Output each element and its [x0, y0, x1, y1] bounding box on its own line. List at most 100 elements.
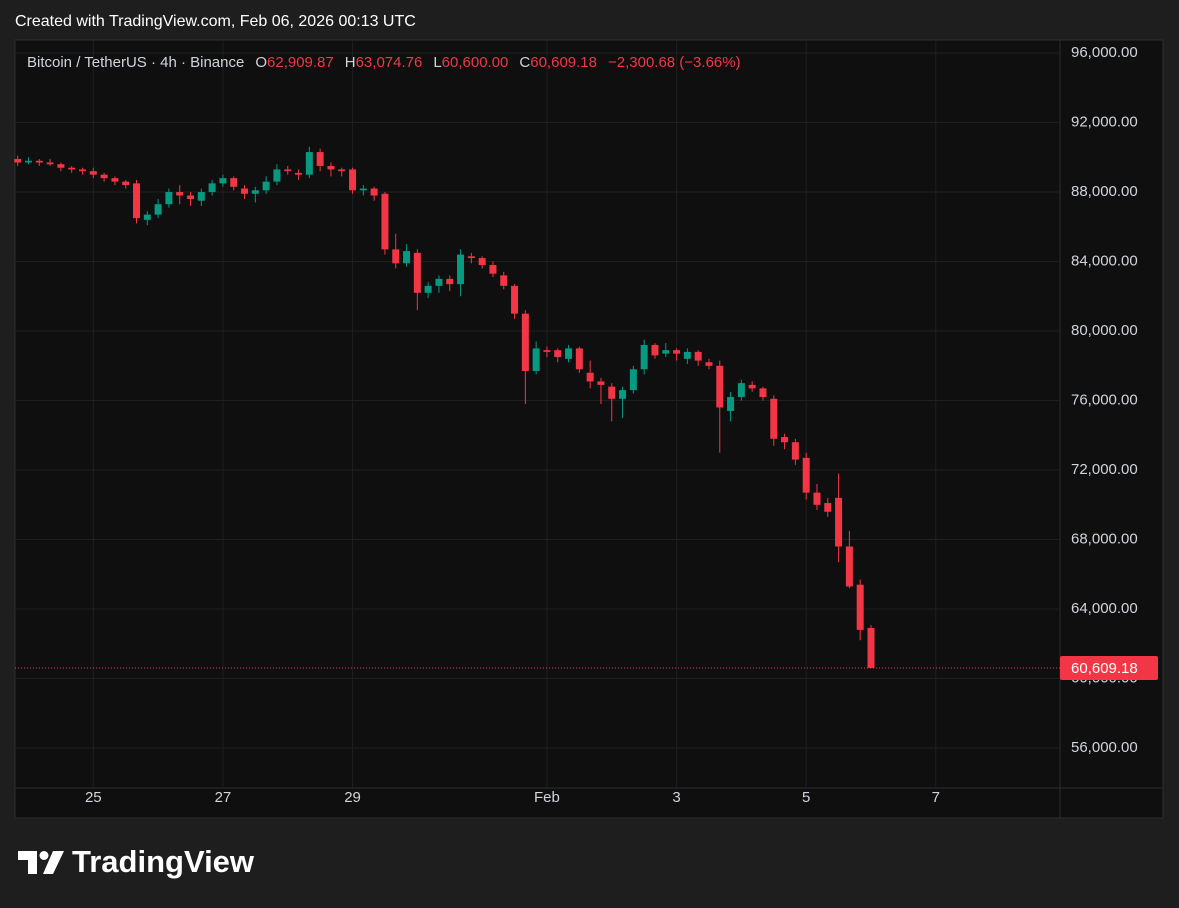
- candle-body: [673, 350, 681, 354]
- y-tick-label: 80,000.00: [1071, 322, 1138, 339]
- candle-body: [111, 178, 119, 182]
- grid: [15, 40, 1060, 788]
- candle-body: [316, 152, 324, 166]
- candle-body: [489, 265, 497, 274]
- candle-body: [586, 372, 594, 382]
- candle-body: [197, 192, 205, 201]
- candle-body: [446, 278, 454, 285]
- y-tick-label: 56,000.00: [1071, 739, 1138, 756]
- candle-body: [705, 362, 713, 366]
- candle-body: [133, 183, 141, 219]
- candle-body: [187, 195, 195, 199]
- candle-body: [781, 437, 789, 443]
- candle-body: [241, 188, 249, 194]
- candle-body: [813, 492, 821, 505]
- candle-body: [14, 159, 22, 163]
- candle-body: [597, 381, 605, 385]
- candle-body: [694, 351, 702, 361]
- candle-body: [511, 285, 519, 314]
- candle-body: [532, 348, 540, 371]
- candle-body: [467, 256, 475, 259]
- candle-body: [651, 344, 659, 356]
- candle-body: [640, 344, 648, 370]
- candle-body: [737, 383, 745, 398]
- candle-body: [424, 285, 432, 293]
- logo-shape: [43, 851, 64, 874]
- candle-body: [435, 278, 443, 286]
- candle-body: [57, 164, 65, 168]
- logo-shape: [18, 851, 37, 874]
- x-tick-label: Feb: [534, 789, 560, 806]
- candle-body: [770, 398, 778, 439]
- candle-body: [791, 442, 799, 460]
- symbol: Bitcoin / TetherUS · 4h · Binance: [27, 54, 245, 71]
- legend-key: H: [344, 54, 356, 71]
- y-tick-label: 96,000.00: [1071, 44, 1138, 61]
- candle-body: [273, 169, 281, 182]
- candle-body: [629, 369, 637, 391]
- chart-panel: [14, 39, 1164, 819]
- candle-body: [381, 193, 389, 250]
- candle-body: [46, 162, 54, 165]
- header-title: Created with TradingView.com, Feb 06, 20…: [15, 13, 416, 30]
- candle-body: [683, 351, 691, 359]
- brand-name: TradingView: [72, 844, 255, 879]
- candle-body: [359, 188, 367, 191]
- candle-body: [727, 397, 735, 411]
- candle-body: [295, 172, 303, 175]
- candle-body: [35, 160, 43, 163]
- legend-key: L: [433, 54, 442, 71]
- candle-body: [521, 313, 529, 371]
- candle-body: [251, 190, 259, 194]
- candle-body: [25, 160, 33, 163]
- x-tick-label: 3: [672, 789, 680, 806]
- candle-body: [500, 275, 508, 286]
- legend-key: O: [255, 54, 268, 71]
- candle-body: [305, 152, 313, 175]
- candle-body: [176, 192, 184, 196]
- candle-body: [208, 183, 216, 193]
- x-tick-label: 7: [932, 789, 940, 806]
- y-tick-label: 92,000.00: [1071, 114, 1138, 131]
- candle-body: [403, 251, 411, 264]
- candle-body: [143, 214, 151, 220]
- legend-value: 62,909.87: [267, 54, 334, 71]
- legend-value: 63,074.76: [355, 54, 423, 71]
- candle-body: [79, 169, 87, 172]
- x-tick-label: 5: [802, 789, 810, 806]
- candle-body: [759, 388, 767, 398]
- candle-body: [543, 350, 551, 352]
- candle-body: [219, 178, 227, 184]
- candle-body: [856, 584, 864, 630]
- x-tick-label: 29: [344, 789, 361, 806]
- last-price-tag: [1060, 655, 1158, 680]
- candle-body: [619, 390, 627, 399]
- legend-value: 60,609.18: [530, 54, 597, 71]
- candle-body: [554, 350, 562, 358]
- candles: [14, 146, 1060, 669]
- candle-body: [662, 350, 670, 354]
- candle-body: [392, 249, 400, 264]
- y-tick-label: 68,000.00: [1071, 531, 1138, 548]
- legend-value: 60,600.00: [441, 54, 509, 71]
- candle-body: [835, 497, 843, 547]
- candle-body: [824, 503, 832, 512]
- candle-body: [716, 365, 724, 408]
- candle-body: [845, 546, 853, 587]
- candle-body: [154, 204, 162, 215]
- candle-body: [262, 181, 270, 191]
- candle-body: [327, 165, 335, 170]
- candle-body: [100, 174, 108, 179]
- candle-body: [478, 258, 486, 266]
- candle-body: [867, 627, 875, 668]
- candle-body: [338, 169, 346, 172]
- y-tick-label: 88,000.00: [1071, 183, 1138, 200]
- candle-body: [68, 167, 76, 170]
- candle-body: [802, 457, 810, 493]
- candle-body: [89, 171, 97, 175]
- legend-change: −2,300.68 (−3.66%): [607, 54, 741, 71]
- legend-key: C: [519, 54, 531, 71]
- candle-body: [230, 178, 238, 187]
- logo-dot: [39, 851, 49, 860]
